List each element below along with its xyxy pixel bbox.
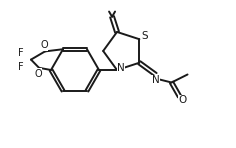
Text: F: F [18, 48, 24, 58]
Text: N: N [117, 63, 125, 73]
Text: F: F [18, 62, 24, 72]
Text: O: O [40, 40, 48, 50]
Text: O: O [178, 95, 187, 106]
Text: O: O [34, 69, 42, 79]
Text: N: N [152, 75, 159, 86]
Text: S: S [141, 31, 148, 41]
